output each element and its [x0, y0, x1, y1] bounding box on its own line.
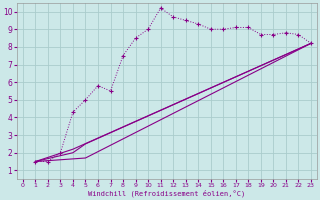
X-axis label: Windchill (Refroidissement éolien,°C): Windchill (Refroidissement éolien,°C) — [88, 190, 245, 197]
